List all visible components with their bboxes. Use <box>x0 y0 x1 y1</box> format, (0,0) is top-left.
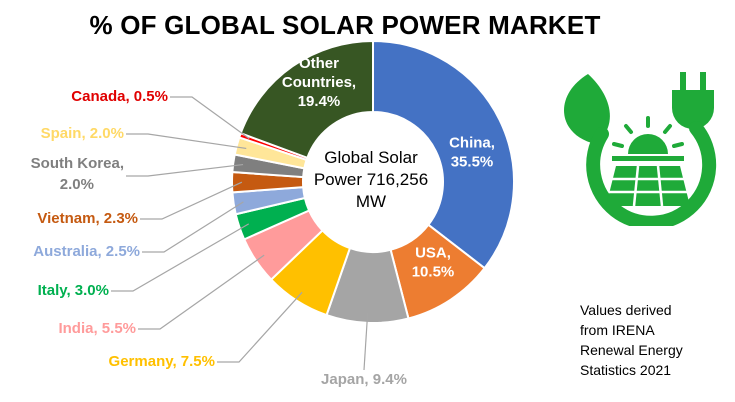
data-label-china: China, 35.5% <box>449 135 495 171</box>
leader-line-south-korea <box>126 163 244 177</box>
leader-line-germany <box>217 291 303 363</box>
leader-line-australia <box>142 201 244 253</box>
ring-shape <box>586 121 717 226</box>
data-label-japan: Japan, 9.4% <box>321 371 407 388</box>
source-note-line: from IRENA <box>580 322 655 338</box>
plug-prong <box>700 72 706 90</box>
source-note-line: Renewal Energy <box>580 342 683 358</box>
source-note: Values derived from IRENA Renewal Energy… <box>580 300 730 380</box>
data-label-germany: Germany, 7.5% <box>109 353 215 370</box>
data-label-other-countries: Other Countries, 19.4% <box>282 55 356 110</box>
center-label: Global Solar Power 716,256 MW <box>314 148 428 211</box>
data-label-australia: Australia, 2.5% <box>33 243 140 260</box>
leader-line-india <box>138 254 265 330</box>
slice-china <box>372 39 515 270</box>
leader-line-japan <box>363 312 369 371</box>
leader-line-canada <box>170 96 250 140</box>
data-label-usa: USA, 10.5% <box>412 245 455 281</box>
leader-line-vietnam <box>140 181 243 220</box>
data-label-italy: Italy, 3.0% <box>38 282 109 299</box>
data-label-india: India, 5.5% <box>58 320 136 337</box>
renewable-energy-icon <box>564 72 717 226</box>
plug-prong <box>680 72 686 90</box>
leader-line-italy <box>111 223 250 292</box>
source-note-line: Statistics 2021 <box>580 362 672 378</box>
leader-line-spain <box>126 133 247 150</box>
solar-panel <box>606 166 690 206</box>
slice-other-countries <box>239 39 374 160</box>
data-label-vietnam: Vietnam, 2.3% <box>37 210 138 227</box>
data-label-spain: Spain, 2.0% <box>41 125 124 142</box>
data-label-canada: Canada, 0.5% <box>71 88 168 105</box>
sun-shape <box>628 134 668 154</box>
plug-body <box>672 90 714 129</box>
source-note-line: Values derived <box>580 302 672 318</box>
data-label-south-korea: South Korea, 2.0% <box>31 155 124 193</box>
leaf-shape <box>564 74 610 144</box>
chart-title: % OF GLOBAL SOLAR POWER MARKET <box>89 10 601 40</box>
horizon-bar <box>612 156 684 161</box>
